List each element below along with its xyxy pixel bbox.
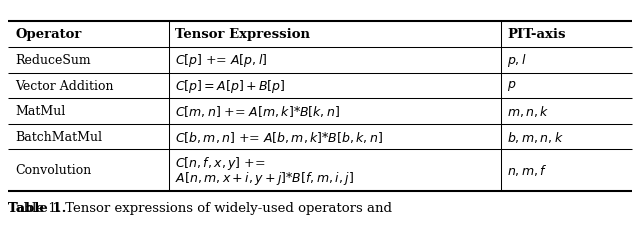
Text: ReduceSum: ReduceSum (15, 54, 91, 67)
Text: BatchMatMul: BatchMatMul (15, 130, 102, 143)
Text: PIT-axis: PIT-axis (508, 28, 566, 41)
Text: Tensor Expression: Tensor Expression (175, 28, 310, 41)
Text: $C[b, m, n]$ += $A[b, m, k]$*$B[b, k, n]$: $C[b, m, n]$ += $A[b, m, k]$*$B[b, k, n]… (175, 129, 383, 144)
Text: $p, l$: $p, l$ (508, 52, 527, 69)
Text: Table 1. Tensor expressions of widely-used operators and: Table 1. Tensor expressions of widely-us… (8, 201, 392, 214)
Text: $A[n, m, x+i, y+j]$*$B[f, m, i, j]$: $A[n, m, x+i, y+j]$*$B[f, m, i, j]$ (175, 169, 354, 186)
Text: Vector Addition: Vector Addition (15, 79, 114, 92)
Text: MatMul: MatMul (15, 105, 66, 118)
Text: $b, m, n, k$: $b, m, n, k$ (508, 129, 564, 144)
Text: Table 1. Tensor expressions of widely-used operators and: Table 1. Tensor expressions of widely-us… (8, 201, 392, 214)
Text: Operator: Operator (15, 28, 82, 41)
Text: $p$: $p$ (508, 79, 516, 93)
Text: $C[p] = A[p]+B[p]$: $C[p] = A[p]+B[p]$ (175, 77, 286, 94)
Text: $n, m, f$: $n, m, f$ (508, 163, 548, 178)
Text: $C[n, f, x, y]$ +=: $C[n, f, x, y]$ += (175, 154, 266, 171)
Text: $C[m, n]$ += $A[m, k]$*$B[k, n]$: $C[m, n]$ += $A[m, k]$*$B[k, n]$ (175, 104, 340, 119)
Text: Convolution: Convolution (15, 164, 92, 177)
Text: $m, n, k$: $m, n, k$ (508, 104, 550, 119)
Text: $C[p]$ += $A[p, l]$: $C[p]$ += $A[p, l]$ (175, 52, 268, 69)
Text: Table 1.: Table 1. (8, 201, 67, 214)
